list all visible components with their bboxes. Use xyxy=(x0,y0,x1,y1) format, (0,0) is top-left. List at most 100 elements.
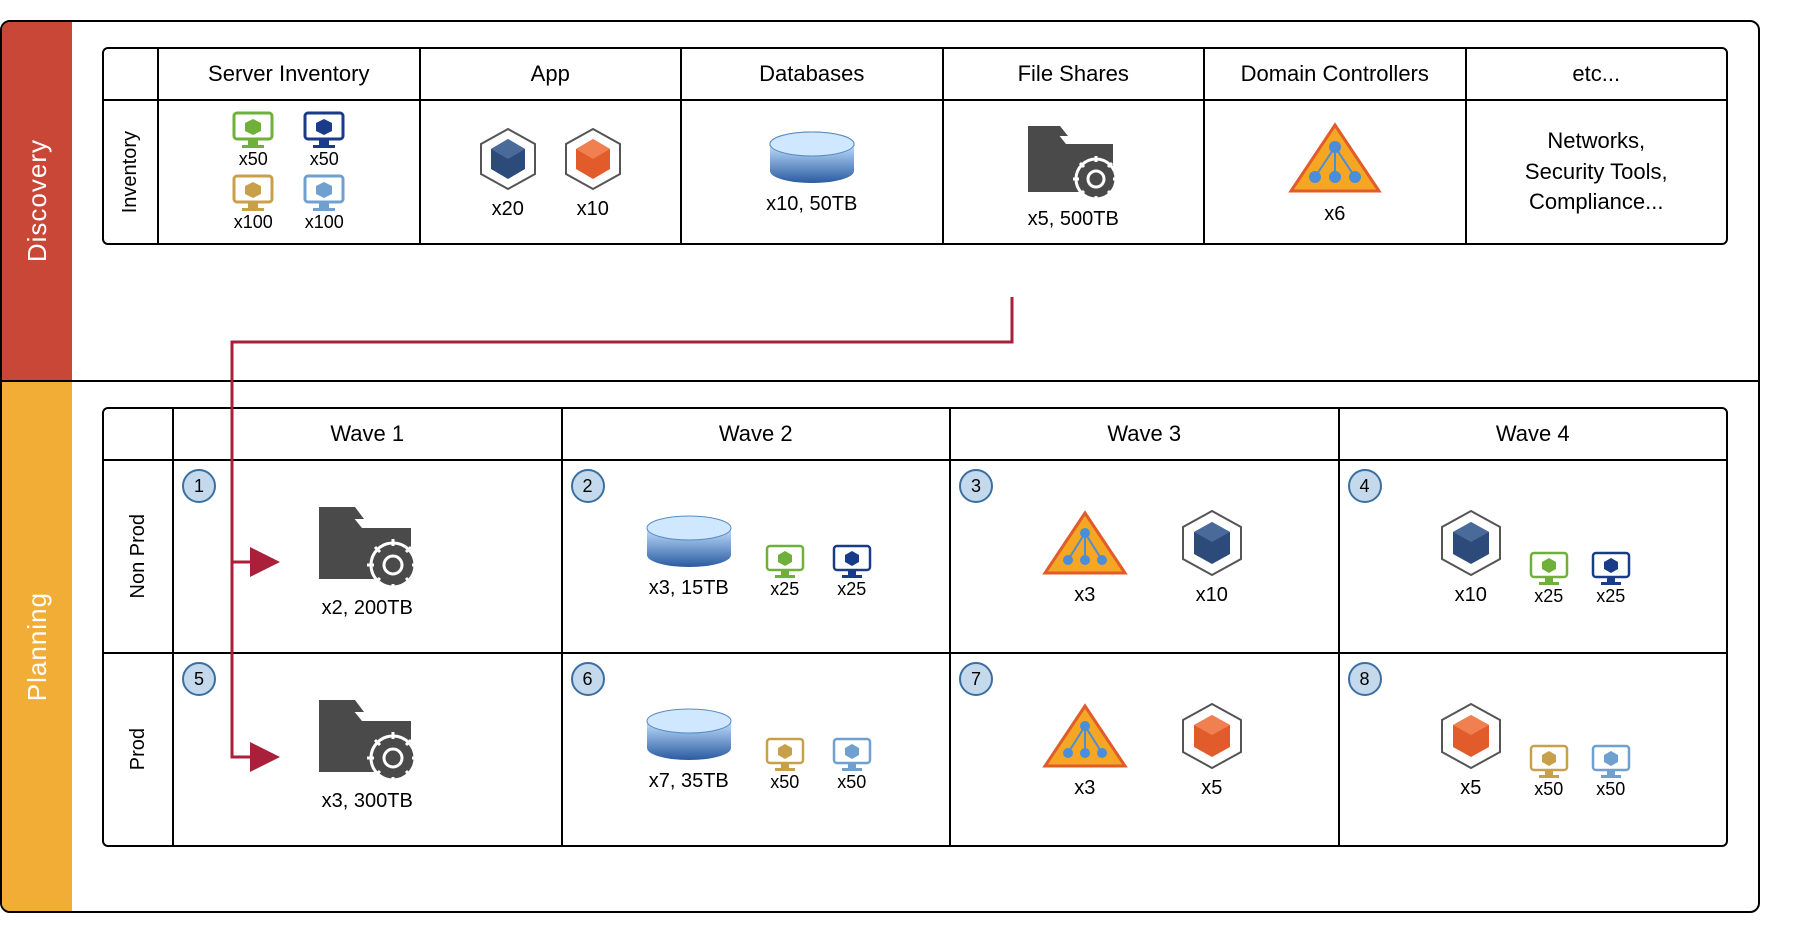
hdr-wave-2: Wave 2 xyxy=(563,409,952,461)
cell-4-srv2: x25 xyxy=(1590,551,1632,607)
cell-5-content: x3, 300TB xyxy=(307,686,427,813)
database-icon xyxy=(762,129,862,189)
cell-8-srv2: x50 xyxy=(1590,744,1632,800)
hdr-file-shares: File Shares xyxy=(944,49,1206,101)
row-prod: Prod 5 x3, 300TB 6 x7, 35TB xyxy=(104,654,1726,845)
badge-3: 3 xyxy=(959,469,993,503)
server-icon-2: x50 xyxy=(301,111,347,170)
hdr-etc: etc... xyxy=(1467,49,1727,101)
cell-7-tri: x3 xyxy=(1040,701,1130,800)
cell-8-cube: x5 xyxy=(1434,699,1508,800)
cell-2-db: x3, 15TB xyxy=(639,513,739,600)
discovery-body-row: Inventory x50 x50 x100 x100 x20 x10 xyxy=(104,101,1726,243)
triangle-icon xyxy=(1040,508,1130,580)
badge-6: 6 xyxy=(571,662,605,696)
discovery-text: Discovery xyxy=(22,139,53,262)
cell-7-cube: x5 xyxy=(1175,699,1249,800)
planning-table: Wave 1 Wave 2 Wave 3 Wave 4 Non Prod 1 x… xyxy=(102,407,1728,847)
cube-icon xyxy=(558,124,628,194)
monitor-icon xyxy=(230,174,276,212)
server-icon-4: x100 xyxy=(301,174,347,233)
cube-icon xyxy=(1175,699,1249,773)
row-label-non-prod: Non Prod xyxy=(104,461,174,652)
cube-icon xyxy=(473,124,543,194)
diagram-frame: Discovery Server Inventory App Databases… xyxy=(0,20,1760,913)
cell-domain-controllers: x6 xyxy=(1205,101,1467,243)
planning-text: Planning xyxy=(22,592,53,701)
cell-7: 7 x3 x5 xyxy=(951,654,1340,845)
cell-1: 1 x2, 200TB xyxy=(174,461,563,652)
hdr-app: App xyxy=(421,49,683,101)
section-planning: Planning Wave 1 Wave 2 Wave 3 Wave 4 Non… xyxy=(2,382,1758,911)
cell-4-cube: x10 xyxy=(1434,506,1508,607)
monitor-icon xyxy=(831,544,873,579)
discovery-header-row: Server Inventory App Databases File Shar… xyxy=(104,49,1726,101)
planning-header-row: Wave 1 Wave 2 Wave 3 Wave 4 xyxy=(104,409,1726,461)
side-label-planning: Planning xyxy=(2,382,72,911)
cell-2: 2 x3, 15TB x25 x25 xyxy=(563,461,952,652)
cube-icon xyxy=(1175,506,1249,580)
cell-6-db: x7, 35TB xyxy=(639,706,739,793)
discovery-content: Server Inventory App Databases File Shar… xyxy=(72,22,1758,380)
server-icon-3: x100 xyxy=(230,174,276,233)
inventory-text: Inventory xyxy=(119,131,142,213)
hdr-wave-1: Wave 1 xyxy=(174,409,563,461)
database-icon xyxy=(639,513,739,573)
badge-1: 1 xyxy=(182,469,216,503)
cell-5: 5 x3, 300TB xyxy=(174,654,563,845)
folder-gear-icon xyxy=(307,686,427,786)
badge-7: 7 xyxy=(959,662,993,696)
cell-8: 8 x5 x50 x50 xyxy=(1340,654,1727,845)
row-label-prod: Prod xyxy=(104,654,174,845)
monitor-icon xyxy=(1528,744,1570,779)
monitor-icon xyxy=(831,737,873,772)
hdr-databases: Databases xyxy=(682,49,944,101)
monitor-icon xyxy=(764,737,806,772)
monitor-icon xyxy=(764,544,806,579)
discovery-row-label: Inventory xyxy=(104,101,159,243)
cell-8-srv1: x50 xyxy=(1528,744,1570,800)
badge-4: 4 xyxy=(1348,469,1382,503)
cell-6-srv2: x50 xyxy=(831,737,873,793)
badge-2: 2 xyxy=(571,469,605,503)
badge-5: 5 xyxy=(182,662,216,696)
cell-6-srv1: x50 xyxy=(764,737,806,793)
triangle-icon xyxy=(1285,119,1385,199)
cube-icon xyxy=(1434,699,1508,773)
cell-databases: x10, 50TB xyxy=(682,101,944,243)
row-non-prod: Non Prod 1 x2, 200TB 2 x3, 15TB xyxy=(104,461,1726,654)
file-share-icon-wrap: x5, 500TB xyxy=(1018,114,1128,231)
cell-2-srv1: x25 xyxy=(764,544,806,600)
database-icon-wrap: x10, 50TB xyxy=(762,129,862,216)
database-icon xyxy=(639,706,739,766)
hdr-wave-3: Wave 3 xyxy=(951,409,1340,461)
discovery-header-spacer xyxy=(104,49,159,101)
dc-icon-wrap: x6 xyxy=(1285,119,1385,226)
cell-3-tri: x3 xyxy=(1040,508,1130,607)
folder-gear-icon xyxy=(307,493,427,593)
monitor-icon xyxy=(1590,744,1632,779)
monitor-icon xyxy=(301,174,347,212)
diagram-root: Discovery Server Inventory App Databases… xyxy=(0,0,1800,933)
discovery-table: Server Inventory App Databases File Shar… xyxy=(102,47,1728,245)
hdr-wave-4: Wave 4 xyxy=(1340,409,1727,461)
monitor-icon xyxy=(230,111,276,149)
cell-file-shares: x5, 500TB xyxy=(944,101,1206,243)
planning-header-spacer xyxy=(104,409,174,461)
cell-6: 6 x7, 35TB x50 x50 xyxy=(563,654,952,845)
monitor-icon xyxy=(1590,551,1632,586)
app-cube-1: x20 xyxy=(473,124,543,221)
cell-2-srv2: x25 xyxy=(831,544,873,600)
cell-3-cube: x10 xyxy=(1175,506,1249,607)
etc-text: Networks,Security Tools,Compliance... xyxy=(1525,126,1668,218)
badge-8: 8 xyxy=(1348,662,1382,696)
section-discovery: Discovery Server Inventory App Databases… xyxy=(2,22,1758,382)
triangle-icon xyxy=(1040,701,1130,773)
cell-app: x20 x10 xyxy=(421,101,683,243)
cell-4-srv1: x25 xyxy=(1528,551,1570,607)
planning-content: Wave 1 Wave 2 Wave 3 Wave 4 Non Prod 1 x… xyxy=(72,382,1758,911)
folder-gear-icon xyxy=(1018,114,1128,204)
server-icon-1: x50 xyxy=(230,111,276,170)
monitor-icon xyxy=(1528,551,1570,586)
cell-server-inventory: x50 x50 x100 x100 xyxy=(159,101,421,243)
